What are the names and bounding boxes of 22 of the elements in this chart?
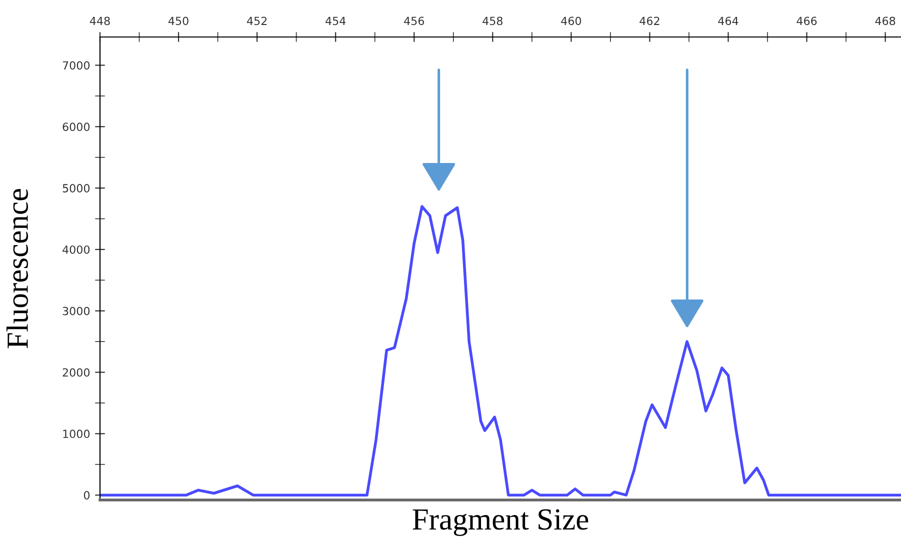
y-tick-label: 3000 — [62, 306, 90, 316]
line-series — [100, 205, 901, 496]
y-tick-label: 0 — [84, 491, 90, 500]
y-tick-label: 5000 — [62, 184, 90, 192]
x-tick-label: 468 — [875, 16, 896, 26]
x-tick-label: 450 — [168, 16, 188, 26]
x-tick-label: 454 — [326, 16, 346, 26]
y-tick-label: 4000 — [62, 245, 90, 254]
x-tick-label: 448 — [90, 16, 110, 26]
y-tick-label: 6000 — [62, 122, 90, 132]
x-tick-label: 466 — [796, 16, 817, 26]
x-tick-label: 460 — [561, 16, 582, 26]
y-tick-label: 7000 — [62, 61, 90, 70]
x-tick-label: 464 — [718, 16, 738, 26]
x-tick-label: 462 — [640, 16, 660, 26]
x-tick-label: 458 — [482, 16, 502, 26]
y-tick-label: 1000 — [63, 430, 90, 438]
x-axis-title: Fragment Size — [412, 509, 588, 536]
x-tick-label: 452 — [247, 16, 267, 26]
y-axis-title: Fluorescence — [6, 188, 28, 348]
y-tick-label: 2000 — [62, 368, 90, 377]
x-tick-label: 456 — [404, 16, 424, 26]
